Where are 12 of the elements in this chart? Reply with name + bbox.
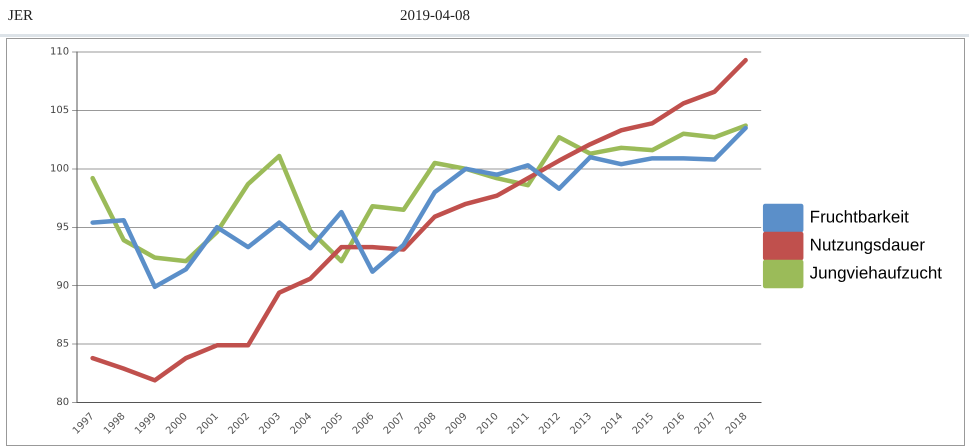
legend-label: Fruchtbarkeit	[810, 208, 910, 227]
y-tick-label: 95	[56, 222, 70, 233]
y-tick-label: 110	[50, 46, 70, 58]
chart-title: JER	[8, 8, 34, 25]
y-tick-label: 80	[56, 397, 70, 408]
chart-subtitle: 2019-04-08	[400, 8, 470, 25]
legend-label: Jungviehaufzucht	[810, 264, 942, 283]
legend-label: Nutzungsdauer	[810, 236, 926, 255]
y-tick-label: 90	[56, 280, 70, 292]
y-tick-label: 100	[50, 163, 70, 174]
y-tick-label: 85	[56, 338, 70, 350]
y-tick-label: 105	[50, 105, 70, 116]
